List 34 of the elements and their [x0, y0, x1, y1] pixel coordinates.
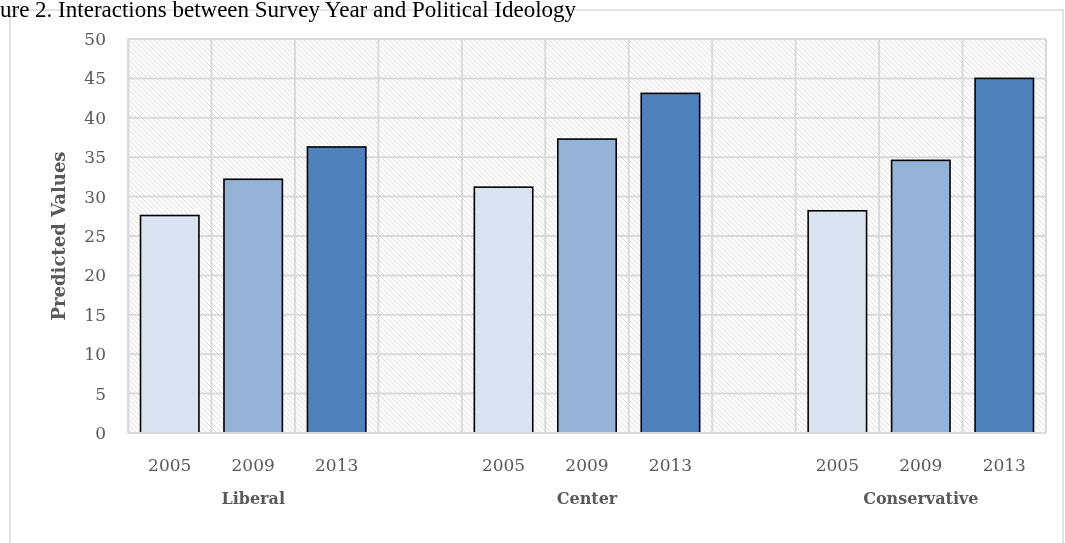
text: 2013: [982, 455, 1026, 475]
y-tick-label: 50: [84, 28, 106, 49]
series-label: 2013: [315, 455, 359, 475]
chart-title: ure 2. Interactions between Survey Year and Political Ideology: [0, 0, 577, 22]
y-tick-label: 30: [84, 186, 106, 207]
text: 2009: [565, 455, 609, 475]
y-tick-label: 15: [84, 304, 106, 325]
bar: [974, 77, 1035, 434]
x-tick-label: Conservative: [863, 489, 979, 508]
y-tick-label: 25: [84, 225, 106, 246]
y-tick-label: 5: [95, 383, 106, 404]
y-tick-label: 35: [84, 147, 106, 168]
x-tick-label: Center: [556, 489, 618, 508]
bar: [807, 209, 868, 434]
text: 2013: [648, 455, 693, 475]
y-tick-label: 40: [84, 107, 106, 128]
y-tick-label: 10: [84, 344, 106, 365]
series-label: 2005: [148, 455, 192, 475]
bar: [473, 186, 534, 434]
y-tick-label: 0: [95, 422, 106, 443]
text: 2009: [899, 455, 943, 475]
y-tick-label: 20: [84, 265, 106, 286]
bar: [223, 178, 284, 434]
text: 2005: [481, 455, 526, 475]
series-label: 2009: [231, 455, 275, 475]
x-tick-label: Liberal: [221, 489, 285, 508]
bar: [139, 214, 200, 434]
y-axis-title: Predicted Values: [48, 151, 69, 321]
text: 2005: [815, 455, 859, 475]
y-tick-label: 45: [84, 68, 106, 89]
bar: [890, 159, 951, 434]
bar: [306, 146, 367, 434]
bar: [556, 138, 618, 434]
bar: [640, 92, 701, 434]
